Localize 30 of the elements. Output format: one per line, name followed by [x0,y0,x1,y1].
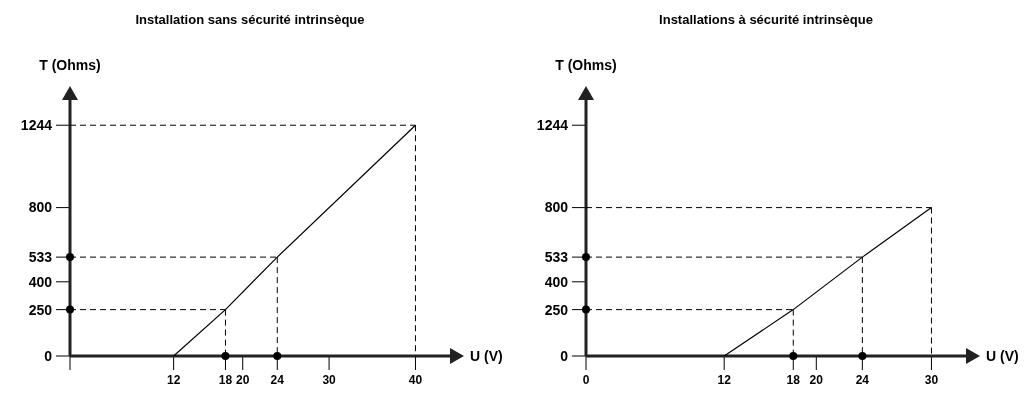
y-tick-label: 533 [28,249,53,266]
y-tick-label: 800 [544,199,569,216]
chart-title: Installation sans sécurité intrinsèque [135,12,365,27]
x-tick-label: 40 [408,373,423,387]
x-tick-label: 12 [717,373,732,387]
y-tick-label: 800 [28,199,53,216]
x-tick-label: 18 [786,373,801,387]
x-tick-label: 20 [236,373,250,387]
y-tick-label: 533 [544,249,569,266]
y-tick-label: 1244 [20,117,53,134]
x-tick-label: 0 [582,373,590,387]
chart-title: Installations à sécurité intrinsèque [659,12,873,27]
x-tick-label: 30 [322,373,337,387]
y-axis-title: T (Ohms) [39,57,101,73]
y-tick-label: 250 [544,301,569,318]
x-tick-label: 12 [166,373,181,387]
x-tick-label: 24 [270,373,285,387]
x-tick-label: 18 [218,373,233,387]
y-tick-label: 0 [560,347,569,364]
y-tick-label: 400 [28,273,53,290]
x-tick-label: 20 [809,373,824,387]
y-tick-label: 1244 [536,117,569,134]
y-tick-label: 400 [544,273,569,290]
x-axis-title: U (V) [470,347,503,364]
y-axis-title: T (Ohms) [555,57,617,73]
x-tick-label: 24 [855,373,870,387]
y-tick-label: 0 [44,347,53,364]
x-axis-title: U (V) [986,347,1019,364]
y-tick-label: 250 [28,301,53,318]
x-tick-label: 30 [924,373,939,387]
